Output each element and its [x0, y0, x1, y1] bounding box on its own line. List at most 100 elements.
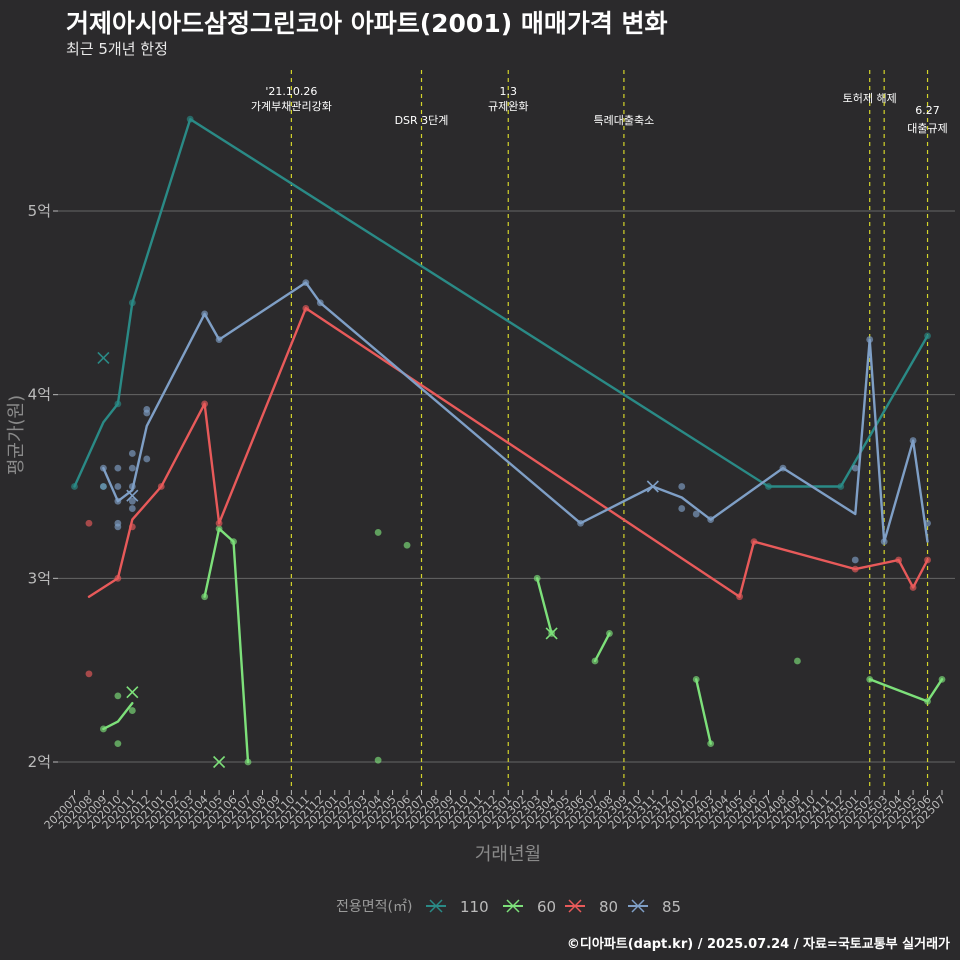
legend-title: 전용면적(㎡) — [336, 899, 412, 915]
data-point-60 — [114, 740, 122, 748]
series-line-60 — [695, 678, 712, 745]
data-point-60 — [403, 541, 411, 549]
data-point-85 — [128, 505, 136, 512]
source-caption: ©디아파트(dapt.kr) / 2025.07.24 / 자료=국토교통부 실… — [566, 937, 950, 952]
data-point-85 — [128, 450, 136, 457]
legend-swatch-x — [631, 899, 645, 913]
data-point-85 — [114, 483, 122, 490]
data-point-80 — [924, 556, 931, 564]
data-point-60 — [533, 574, 541, 582]
legend-swatch-x — [568, 899, 582, 913]
data-point-85 — [909, 437, 917, 444]
legend-item-85: 85 — [628, 898, 681, 916]
data-point-110 — [837, 483, 845, 490]
data-point-80 — [157, 483, 165, 490]
legend-swatch-x — [429, 899, 443, 913]
data-point-60 — [794, 657, 801, 665]
event-label: 6.27 — [915, 104, 940, 117]
data-point-60 — [374, 529, 382, 536]
cancelled-stroke — [126, 489, 139, 502]
data-point-85 — [316, 299, 324, 307]
data-point-60 — [866, 675, 874, 683]
data-point-85 — [707, 516, 715, 523]
data-point-60 — [215, 525, 223, 533]
cancelled-stroke — [213, 755, 226, 769]
data-point-85 — [201, 310, 209, 318]
cancelled-marker-60 — [545, 627, 558, 640]
data-point-60 — [707, 740, 715, 748]
legend-label: 110 — [460, 898, 489, 916]
data-point-85 — [678, 505, 686, 512]
data-point-85 — [100, 483, 107, 490]
data-point-80 — [85, 670, 93, 678]
data-point-85 — [143, 455, 151, 463]
data-point-80 — [128, 523, 136, 531]
data-point-85 — [851, 556, 859, 564]
data-point-60 — [100, 725, 107, 733]
data-point-60 — [374, 756, 382, 764]
cancelled-stroke — [126, 686, 139, 699]
y-tick-label: 2억 — [28, 753, 51, 771]
data-point-110 — [765, 483, 772, 490]
event-label: 규제완화 — [488, 100, 528, 113]
data-point-85 — [851, 464, 859, 472]
data-point-60 — [938, 675, 946, 683]
y-tick-label: 3억 — [28, 569, 51, 587]
data-point-85 — [128, 483, 136, 490]
cancelled-marker-110 — [97, 351, 110, 364]
data-point-85 — [114, 523, 122, 531]
series-line-60 — [868, 678, 944, 703]
data-point-60 — [244, 758, 252, 766]
data-point-80 — [215, 519, 223, 527]
data-point-85 — [924, 519, 931, 527]
x-axis-title: 거래년월 — [475, 844, 541, 865]
x-axis-ticks: 2020072020082020092020102020112020122021… — [42, 790, 948, 832]
y-tick-label: 4억 — [28, 386, 51, 404]
event-label: 가계부채관리강화 — [251, 100, 332, 113]
data-point-80 — [736, 593, 743, 601]
series-line-60 — [203, 527, 250, 764]
event-label: 특례대출축소 — [594, 114, 655, 127]
cancelled-marker-60 — [126, 686, 139, 699]
data-point-85 — [678, 483, 686, 490]
legend-label: 85 — [662, 898, 681, 916]
y-tick-label: 5억 — [28, 202, 51, 220]
cancelled-marker-85 — [646, 480, 659, 493]
data-point-60 — [230, 538, 237, 545]
legend-item-60: 60 — [503, 898, 556, 916]
data-point-85 — [302, 279, 310, 287]
event-label: DSR 3단계 — [395, 114, 449, 127]
data-point-110 — [186, 115, 194, 123]
data-point-60 — [201, 593, 209, 601]
legend-item-110: 110 — [426, 898, 489, 916]
data-point-60 — [114, 692, 122, 700]
data-point-60 — [924, 697, 931, 705]
data-point-110 — [114, 400, 122, 408]
data-point-60 — [128, 707, 136, 714]
event-label: 토허제 해제 — [843, 91, 897, 105]
data-point-85 — [128, 464, 136, 472]
data-point-85 — [779, 464, 787, 472]
series-line-85 — [102, 281, 929, 543]
data-point-60 — [606, 630, 613, 637]
data-point-80 — [302, 304, 310, 312]
chart-title: 거제아시아드삼정그린코아 아파트(2001) 매매가격 변화 — [66, 9, 668, 38]
series-line-60 — [102, 702, 134, 731]
data-point-85 — [215, 336, 223, 343]
data-point-85 — [143, 409, 151, 417]
data-point-80 — [85, 519, 93, 527]
data-point-80 — [114, 574, 122, 582]
data-point-80 — [895, 556, 903, 564]
data-point-80 — [909, 584, 917, 591]
data-point-80 — [750, 538, 758, 545]
data-point-85 — [866, 336, 874, 343]
event-label: '21.10.26 — [265, 85, 317, 98]
data-point-85 — [114, 497, 122, 505]
cancelled-stroke — [646, 480, 659, 493]
data-point-85 — [577, 519, 584, 527]
cancelled-marker-60 — [213, 755, 226, 769]
data-point-85 — [100, 464, 107, 472]
data-point-60 — [692, 675, 700, 683]
